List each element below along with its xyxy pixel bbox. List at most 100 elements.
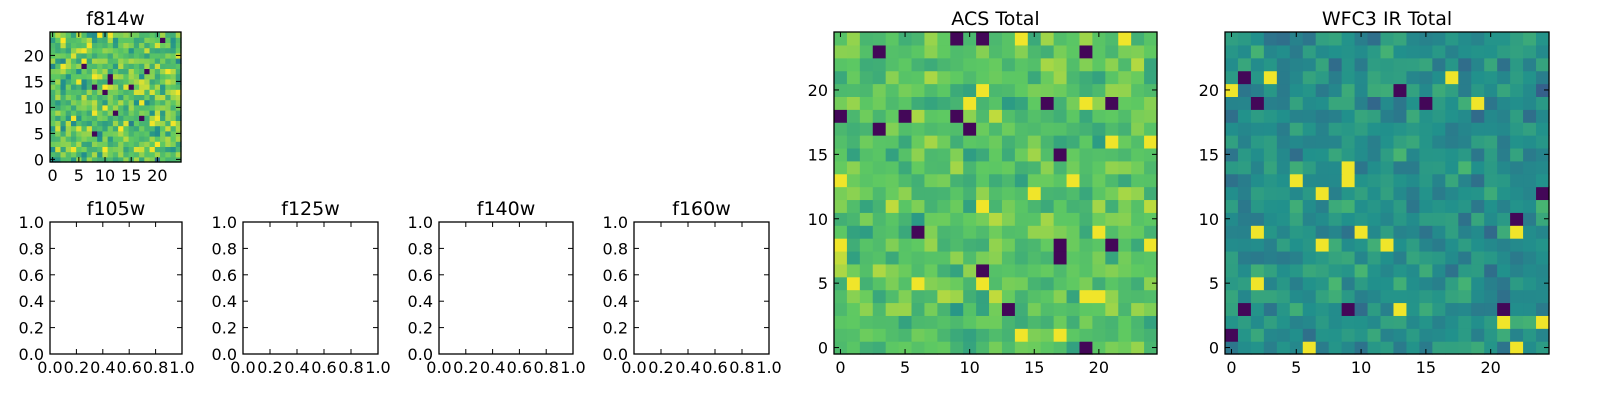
- heatmap-cell: [1458, 57, 1472, 72]
- heatmap-cell: [128, 52, 135, 59]
- heatmap-cell: [1027, 225, 1042, 239]
- heatmap-cell: [123, 68, 130, 75]
- heatmap-cell: [97, 68, 103, 75]
- heatmap-cell: [107, 89, 114, 95]
- heatmap-cell: [97, 94, 103, 101]
- heatmap-cell: [1536, 135, 1550, 149]
- heatmap-cell: [165, 89, 172, 95]
- heatmap-cell: [170, 52, 177, 59]
- heatmap-cell: [1471, 160, 1485, 175]
- heatmap-cell: [1079, 186, 1093, 201]
- heatmap-cell: [1289, 135, 1304, 149]
- heatmap-cell: [1144, 96, 1158, 110]
- heatmap-cell: [50, 146, 56, 153]
- heatmap-cell: [149, 136, 156, 142]
- heatmap-cell: [1354, 315, 1369, 329]
- heatmap-cell: [139, 47, 145, 54]
- heatmap-cell: [144, 115, 151, 121]
- heatmap-cell: [859, 122, 874, 136]
- heatmap-cell: [1536, 147, 1550, 162]
- heatmap-cell: [1105, 135, 1119, 149]
- heatmap-cell: [1144, 328, 1158, 342]
- heatmap-cell: [175, 58, 182, 64]
- heatmap-cell: [1354, 263, 1369, 278]
- heatmap-cell: [1458, 250, 1472, 265]
- heatmap-cell: [846, 57, 861, 72]
- heatmap-cell: [950, 173, 964, 188]
- heatmap-cell: [989, 276, 1003, 291]
- heatmap-cell: [950, 135, 964, 149]
- heatmap-cell: [165, 141, 172, 147]
- heatmap-cell: [924, 109, 938, 123]
- heatmap-cell: [885, 212, 900, 226]
- heatmap-cell: [144, 78, 151, 85]
- heatmap-cell: [1053, 315, 1068, 329]
- heatmap-cell: [989, 57, 1003, 72]
- heatmap-cell: [1484, 96, 1498, 110]
- heatmap-cell: [1510, 147, 1524, 162]
- heatmap-cell: [872, 122, 887, 136]
- heatmap-cell: [60, 73, 67, 80]
- heatmap-cell: [165, 32, 172, 38]
- heatmap-cell: [1014, 212, 1029, 226]
- heatmap-cell: [872, 57, 887, 72]
- heatmap-cell: [846, 225, 861, 239]
- axis-title: f814w: [86, 8, 145, 30]
- heatmap-cell: [989, 250, 1003, 265]
- x-tick-label: 20: [147, 166, 167, 185]
- heatmap-cell: [133, 32, 140, 38]
- heatmap-cell: [1458, 83, 1472, 97]
- heatmap-cell: [160, 136, 166, 142]
- heatmap-cell: [1302, 186, 1317, 201]
- heatmap-cell: [65, 89, 72, 95]
- heatmap-cell: [112, 68, 119, 75]
- heatmap-cell: [1497, 199, 1511, 213]
- heatmap-cell: [133, 146, 140, 153]
- axes-frame: [49, 221, 183, 355]
- heatmap-cell: [1014, 289, 1029, 304]
- heatmap-cell: [1040, 32, 1055, 46]
- heatmap-cell: [1341, 250, 1356, 265]
- heatmap-cell: [1432, 225, 1446, 239]
- heatmap-cell: [139, 63, 145, 69]
- y-tick-label: 0.8: [603, 239, 628, 258]
- heatmap-cell: [1053, 173, 1068, 188]
- heatmap-cell: [1027, 250, 1042, 265]
- heatmap-cell: [1354, 135, 1369, 149]
- heatmap-cell: [872, 276, 887, 291]
- heatmap-cell: [989, 173, 1003, 188]
- heatmap-cell: [1053, 70, 1068, 85]
- x-tick-label: 1.0: [169, 358, 194, 377]
- heatmap-cell: [118, 42, 124, 49]
- y-tick-label: 0.6: [212, 266, 237, 285]
- heatmap-cell: [86, 47, 93, 54]
- heatmap-cell: [160, 78, 166, 85]
- heatmap-cell: [1380, 135, 1395, 149]
- heatmap-cell: [133, 73, 140, 80]
- heatmap-cell: [924, 160, 938, 175]
- heatmap-cell: [950, 302, 964, 316]
- heatmap-cell: [107, 104, 114, 111]
- heatmap-cell: [1510, 302, 1524, 316]
- heatmap-cell: [1302, 238, 1317, 252]
- heatmap-cell: [885, 199, 900, 213]
- heatmap-cell: [1458, 122, 1472, 136]
- heatmap-cell: [1225, 250, 1239, 265]
- heatmap-cell: [139, 78, 145, 85]
- heatmap-cell: [112, 32, 119, 38]
- heatmap-cell: [872, 250, 887, 265]
- heatmap-cell: [60, 151, 67, 158]
- heatmap-cell: [859, 302, 874, 316]
- heatmap-cell: [1419, 160, 1433, 175]
- heatmap-cell: [1536, 302, 1550, 316]
- heatmap-cell: [165, 125, 172, 132]
- heatmap-cell: [1484, 147, 1498, 162]
- heatmap-cell: [55, 52, 62, 59]
- heatmap-cell: [898, 341, 913, 355]
- heatmap-cell: [1497, 250, 1511, 265]
- heatmap-cell: [1118, 32, 1132, 46]
- heatmap-cell: [1419, 70, 1433, 85]
- heatmap-cell: [989, 122, 1003, 136]
- heatmap-cell: [175, 125, 182, 132]
- heatmap-cell: [1380, 96, 1395, 110]
